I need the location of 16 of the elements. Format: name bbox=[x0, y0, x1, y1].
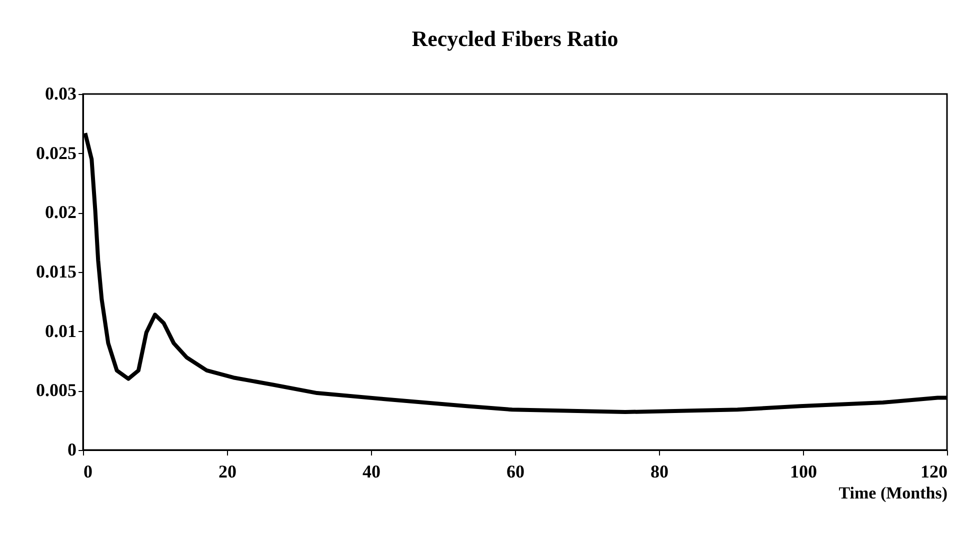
x-axis-title: Time (Months) bbox=[838, 484, 948, 502]
x-tick-label: 80 bbox=[650, 462, 668, 482]
x-tick-label: 20 bbox=[218, 462, 236, 482]
x-tick-label: 120 bbox=[920, 462, 948, 482]
y-tick-label: 0.01 bbox=[45, 320, 76, 341]
x-tick-label: 40 bbox=[362, 462, 380, 482]
y-tick-label: 0.02 bbox=[45, 202, 76, 222]
y-tick-label: 0.005 bbox=[36, 380, 76, 400]
y-tick-label: 0 bbox=[68, 440, 76, 460]
y-tick-label: 0.025 bbox=[36, 142, 76, 163]
x-tick-label: 60 bbox=[506, 462, 524, 482]
y-tick-label: 0.015 bbox=[36, 262, 76, 282]
x-tick-label: 100 bbox=[790, 462, 817, 482]
x-tick-label: 0 bbox=[84, 462, 92, 482]
chart-title: Recycled Fibers Ratio bbox=[412, 26, 618, 51]
y-tick-label: 0.03 bbox=[45, 84, 76, 104]
